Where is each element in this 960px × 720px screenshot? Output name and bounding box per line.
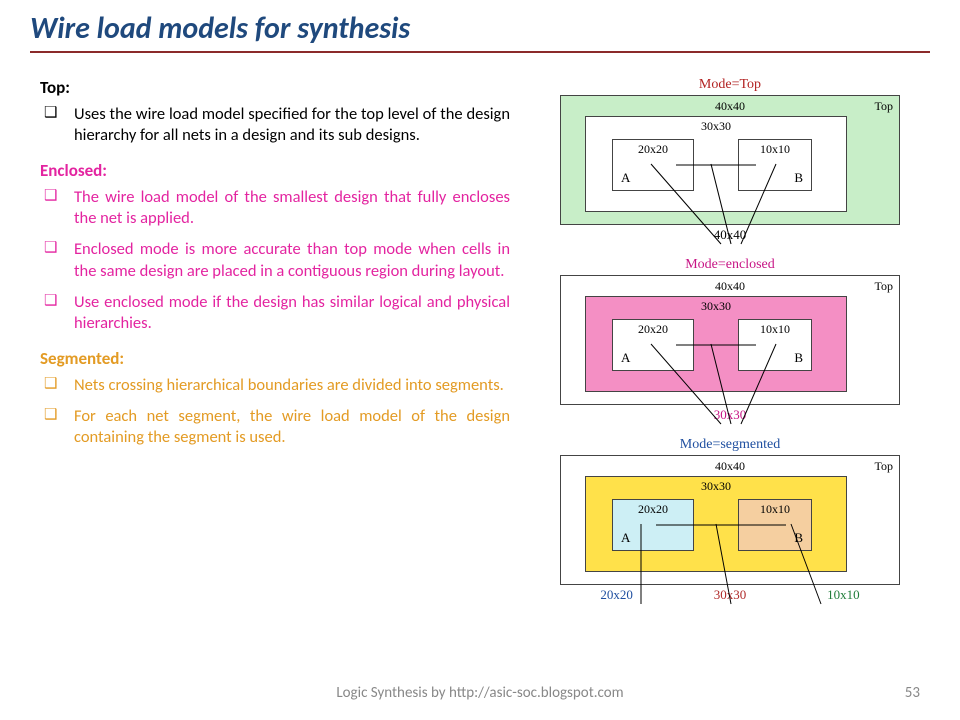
slide-title: Wire load models for synthesis <box>30 10 930 53</box>
mid-size: 30x30 <box>701 299 731 314</box>
seg-labels: 20x20 30x30 10x10 <box>560 587 900 603</box>
slide: Wire load models for synthesis Top: Uses… <box>0 0 960 720</box>
outer-box: Top 40x40 30x30 20x20 A 10x10 B <box>560 95 900 225</box>
mid-box: 30x30 20x20 A 10x10 B <box>585 296 847 392</box>
box-b: 10x10 B <box>738 139 812 191</box>
bottom-size: 30x30 <box>560 407 900 423</box>
bullets-top: Uses the wire load model specified for t… <box>40 104 510 146</box>
box-a: 20x20 A <box>612 499 694 551</box>
box-b-size: 10x10 <box>760 142 790 157</box>
mid-size: 30x30 <box>701 119 731 134</box>
bullet-item: The wire load model of the smallest desi… <box>40 187 510 229</box>
seg-10: 10x10 <box>827 587 860 603</box>
diagram-segmented: Mode=segmented Top 40x40 30x30 20x20 A 1… <box>560 437 900 603</box>
letter-a: A <box>621 170 630 186</box>
bullets-enclosed: The wire load model of the smallest desi… <box>40 187 510 334</box>
outer-size: 40x40 <box>715 279 745 294</box>
box-a-size: 20x20 <box>638 502 668 517</box>
box-b-size: 10x10 <box>760 502 790 517</box>
seg-30: 30x30 <box>714 587 747 603</box>
bullet-item: For each net segment, the wire load mode… <box>40 406 510 448</box>
content-row: Top: Uses the wire load model specified … <box>30 77 930 603</box>
outer-box: Top 40x40 30x30 20x20 A 10x10 B <box>560 455 900 585</box>
box-a: 20x20 A <box>612 319 694 371</box>
box-b: 10x10 B <box>738 499 812 551</box>
seg-20: 20x20 <box>600 587 633 603</box>
letter-a: A <box>621 350 630 366</box>
bullet-item: Use enclosed mode if the design has simi… <box>40 292 510 334</box>
mode-label: Mode=Top <box>560 77 900 93</box>
mid-box: 30x30 20x20 A 10x10 B <box>585 116 847 212</box>
footer-text: Logic Synthesis by http://asic-soc.blogs… <box>0 684 960 702</box>
mode-label: Mode=segmented <box>560 437 900 453</box>
bottom-size: 40x40 <box>560 227 900 243</box>
box-a-size: 20x20 <box>638 142 668 157</box>
page-number: 53 <box>905 684 920 702</box>
outer-size: 40x40 <box>715 99 745 114</box>
bullet-item: Enclosed mode is more accurate than top … <box>40 239 510 281</box>
corner-label: Top <box>875 99 894 114</box>
corner-label: Top <box>875 279 894 294</box>
text-column: Top: Uses the wire load model specified … <box>30 77 510 603</box>
diagram-column: Mode=Top Top 40x40 30x30 20x20 A 10x10 B <box>530 77 930 603</box>
mid-size: 30x30 <box>701 479 731 494</box>
mode-label: Mode=enclosed <box>560 257 900 273</box>
diagram-enclosed: Mode=enclosed Top 40x40 30x30 20x20 A 10… <box>560 257 900 423</box>
outer-size: 40x40 <box>715 459 745 474</box>
outer-box: Top 40x40 30x30 20x20 A 10x10 B <box>560 275 900 405</box>
letter-a: A <box>621 530 630 546</box>
heading-segmented: Segmented: <box>40 348 510 369</box>
letter-b: B <box>794 170 803 186</box>
bullet-item: Nets crossing hierarchical boundaries ar… <box>40 375 510 396</box>
heading-enclosed: Enclosed: <box>40 160 510 181</box>
mid-box: 30x30 20x20 A 10x10 B <box>585 476 847 572</box>
bullets-segmented: Nets crossing hierarchical boundaries ar… <box>40 375 510 448</box>
box-b-size: 10x10 <box>760 322 790 337</box>
letter-b: B <box>794 350 803 366</box>
box-a: 20x20 A <box>612 139 694 191</box>
box-a-size: 20x20 <box>638 322 668 337</box>
heading-top: Top: <box>40 77 510 98</box>
bullet-item: Uses the wire load model specified for t… <box>40 104 510 146</box>
diagram-top: Mode=Top Top 40x40 30x30 20x20 A 10x10 B <box>560 77 900 243</box>
corner-label: Top <box>875 459 894 474</box>
letter-b: B <box>794 530 803 546</box>
box-b: 10x10 B <box>738 319 812 371</box>
